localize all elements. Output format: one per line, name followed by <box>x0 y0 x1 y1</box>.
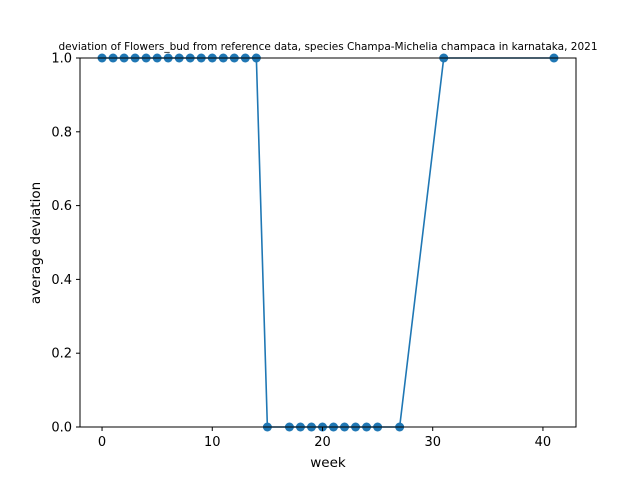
y-tick-label: 0.0 <box>51 421 72 436</box>
y-tick-label: 0.8 <box>51 125 72 140</box>
x-tick-label: 40 <box>535 435 552 450</box>
x-tick-label: 20 <box>314 435 331 450</box>
y-tick-label: 0.2 <box>51 347 72 362</box>
plot-area <box>97 53 559 432</box>
x-axis-label: week <box>310 455 346 471</box>
y-tick-label: 0.4 <box>51 273 72 288</box>
y-tick-label: 1.0 <box>51 52 72 67</box>
axes: 0 10 20 30 40 0.0 0.2 0.4 0.6 0.8 1.0 <box>51 52 577 450</box>
chart-title: deviation of Flowers_bud from reference … <box>59 41 598 53</box>
x-tick-label: 0 <box>98 435 106 450</box>
axes-frame <box>79 57 577 428</box>
y-tick-label: 0.6 <box>51 199 72 214</box>
x-tick-label: 10 <box>204 435 221 450</box>
x-tick-label: 30 <box>424 435 441 450</box>
y-axis-label: average deviation <box>28 182 44 304</box>
series-line <box>102 57 554 428</box>
